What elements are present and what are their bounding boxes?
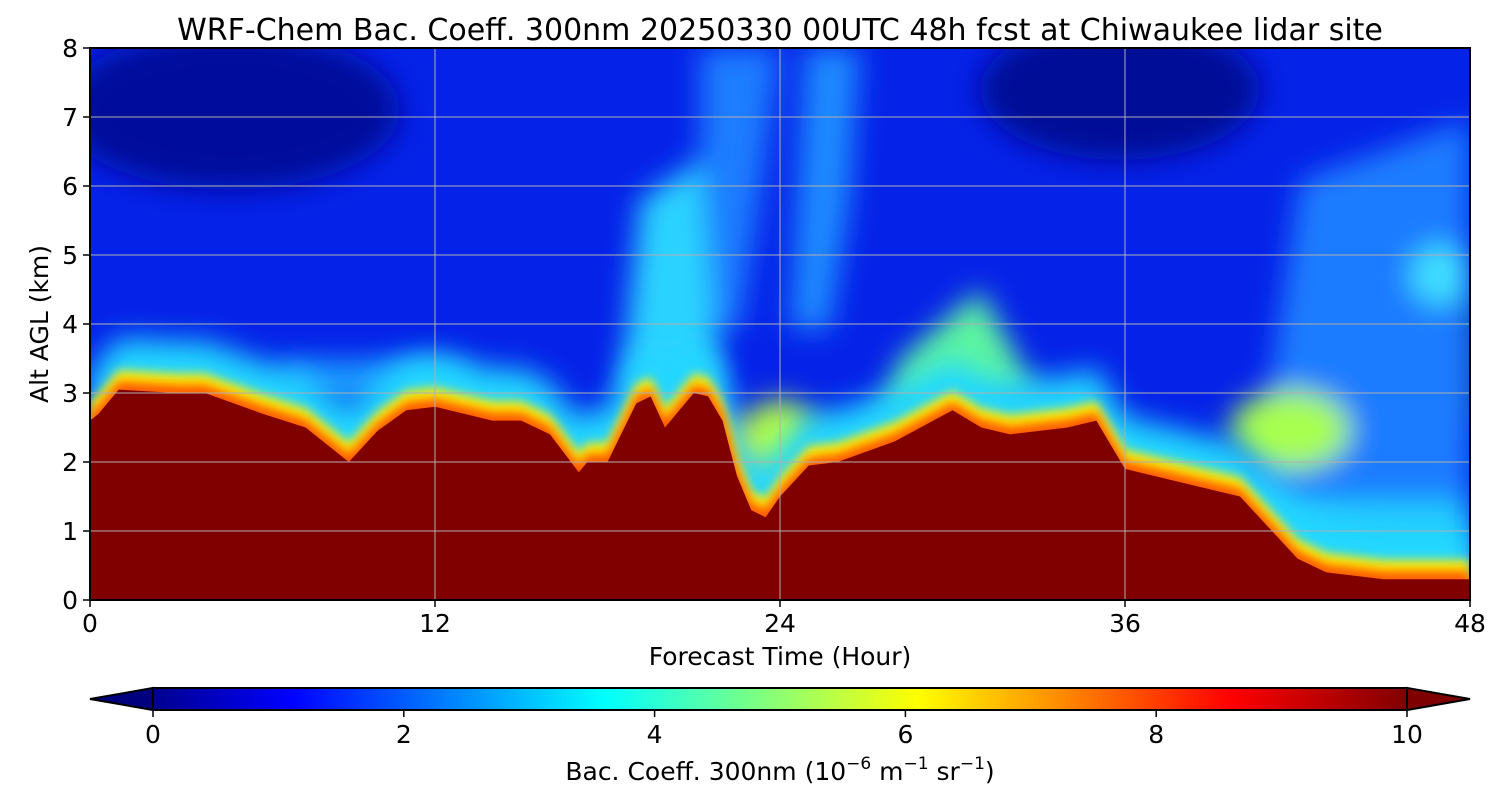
colorbar-label-exponent: −1 [960,754,985,774]
y-tick-label: 3 [62,379,78,408]
aerosol-plume [620,160,720,400]
x-tick-label: 36 [1109,609,1141,638]
colorbar-label: Bac. Coeff. 300nm (10−6 m−1 sr−1) [565,754,994,786]
y-axis-label: Alt AGL (km) [25,245,54,403]
y-tick-label: 6 [62,172,78,201]
aerosol-plume [790,48,860,330]
colorbar-tick-label: 4 [647,720,663,749]
y-tick-label: 7 [62,103,78,132]
y-tick-label: 4 [62,310,78,339]
grid-lines [90,48,1470,600]
colorbar-ticks: 0 2 4 6 8 10 [145,710,1423,749]
colorbar-label-part: m [871,757,903,786]
colorbar-tick-label: 2 [396,720,412,749]
chart-title: WRF-Chem Bac. Coeff. 300nm 20250330 00UT… [177,13,1383,48]
colorbar-label-part: sr [929,757,961,786]
upper-dark-region [90,48,400,190]
y-tick-label: 2 [62,448,78,477]
colorbar-tick-label: 8 [1148,720,1164,749]
y-tick-label: 8 [62,34,78,63]
colorbar: 0 2 4 6 8 10 Bac. Coeff. 300nm (10−6 m−1 sr−1… [89,686,1471,786]
x-axis: 0 12 24 36 48 [82,600,1486,638]
colorbar-gradient [152,687,1408,711]
y-tick-label: 5 [62,241,78,270]
aerosol-plume [700,48,780,330]
x-tick-label: 24 [764,609,796,638]
plot-area [90,48,1470,600]
upper-dark-region [980,48,1260,160]
y-tick-label: 1 [62,517,78,546]
colorbar-extend-low [89,686,154,712]
y-tick-label: 0 [62,586,78,615]
y-axis: 0 1 2 3 4 5 6 7 8 [62,34,90,615]
x-tick-label: 12 [419,609,451,638]
x-tick-label: 0 [82,609,98,638]
colorbar-tick-label: 6 [897,720,913,749]
colorbar-label-exponent: −1 [904,754,929,774]
x-tick-label: 48 [1454,609,1486,638]
colorbar-tick-label: 10 [1391,720,1423,749]
colorbar-tick-label: 0 [145,720,161,749]
aerosol-patch [1230,390,1350,470]
aerosol-patch [1410,245,1470,305]
colorbar-label-exponent: −6 [846,754,871,774]
x-axis-label: Forecast Time (Hour) [649,642,912,671]
colorbar-extend-high [1406,686,1471,712]
colorbar-label-part: ) [985,757,995,786]
colorbar-label-part: Bac. Coeff. 300nm (10 [565,757,846,786]
